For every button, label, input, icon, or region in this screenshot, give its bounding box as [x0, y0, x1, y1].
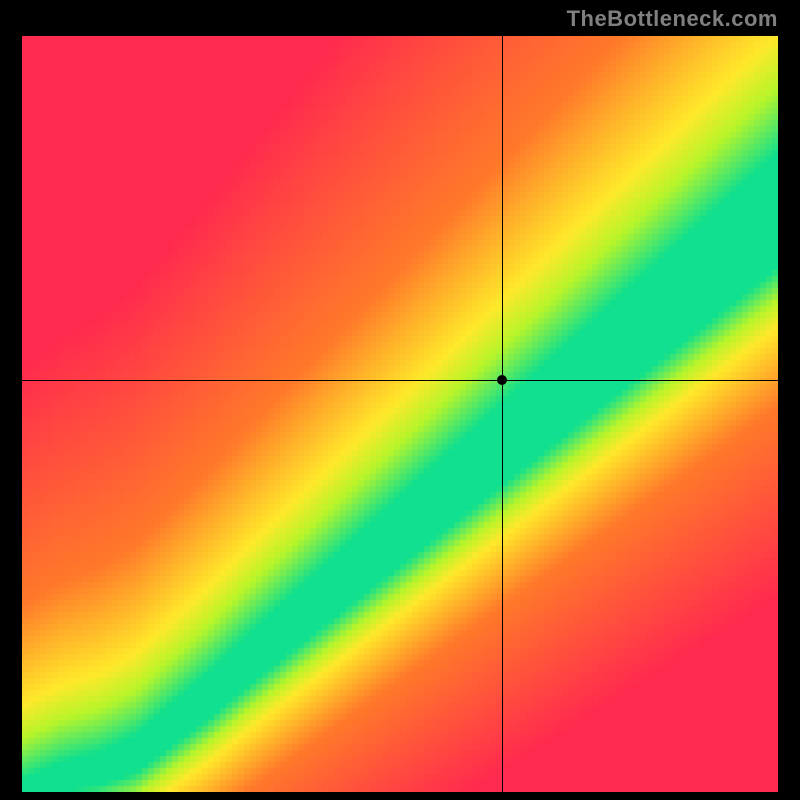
- watermark-text: TheBottleneck.com: [567, 6, 778, 32]
- crosshair-horizontal: [22, 380, 778, 381]
- bottleneck-heatmap: [22, 36, 778, 792]
- heatmap-canvas: [22, 36, 778, 792]
- selection-marker: [497, 375, 507, 385]
- crosshair-vertical: [502, 36, 503, 792]
